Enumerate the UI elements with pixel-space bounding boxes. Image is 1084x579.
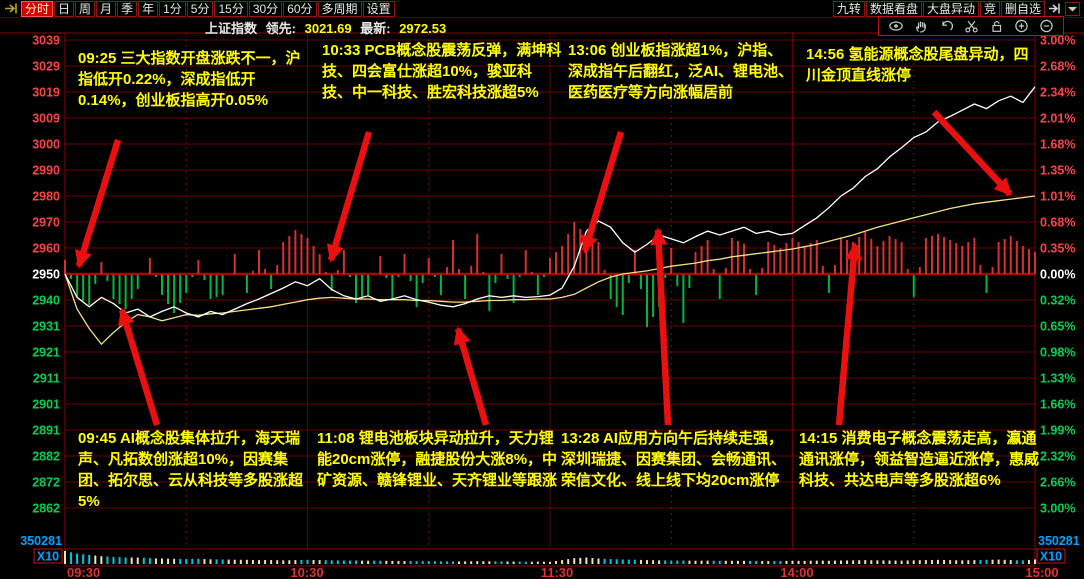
tab-分时[interactable]: 分时 bbox=[21, 0, 54, 17]
svg-text:2862: 2862 bbox=[32, 502, 60, 516]
svg-text:0.32%: 0.32% bbox=[1040, 294, 1075, 308]
leading-label: 领先: bbox=[265, 21, 296, 36]
svg-text:2950: 2950 bbox=[32, 268, 60, 282]
svg-text:350281: 350281 bbox=[20, 534, 62, 548]
svg-text:0.68%: 0.68% bbox=[1040, 216, 1075, 230]
tab-大盘异动[interactable]: 大盘异动 bbox=[922, 0, 979, 17]
tab-数据看盘[interactable]: 数据看盘 bbox=[865, 0, 922, 17]
svg-text:2872: 2872 bbox=[32, 476, 60, 490]
svg-text:0.98%: 0.98% bbox=[1040, 346, 1075, 360]
tab-1分[interactable]: 1分 bbox=[159, 0, 186, 17]
tab-季[interactable]: 季 bbox=[117, 0, 138, 17]
svg-text:2970: 2970 bbox=[32, 216, 60, 230]
tab-5分[interactable]: 5分 bbox=[186, 0, 214, 17]
svg-text:2.66%: 2.66% bbox=[1040, 476, 1075, 490]
tab-30分[interactable]: 30分 bbox=[248, 0, 283, 17]
svg-text:2911: 2911 bbox=[33, 372, 60, 386]
leading-value: 3021.69 bbox=[304, 21, 352, 36]
tab-删自选[interactable]: 删自选 bbox=[1000, 0, 1045, 17]
svg-text:1.99%: 1.99% bbox=[1040, 424, 1075, 438]
svg-text:3009: 3009 bbox=[32, 112, 60, 126]
annotation-09:25: 09:25 三大指数开盘涨跌不一，沪指低开0.22%，深成指低开0.14%，创业… bbox=[78, 50, 301, 109]
tab-周[interactable]: 周 bbox=[75, 0, 96, 17]
svg-text:X10: X10 bbox=[37, 550, 59, 564]
tab-月[interactable]: 月 bbox=[96, 0, 117, 17]
right-tabs: 九转 数据看盘 大盘异动竞删自选 bbox=[832, 0, 1084, 17]
annotation-14:15: 14:15 消费电子概念震荡走高，瀛通通讯涨停，领益智造逼近涨停，惠威科技、共达… bbox=[799, 430, 1040, 489]
eye-icon[interactable] bbox=[887, 19, 905, 33]
zoom-out-icon[interactable] bbox=[1037, 19, 1055, 33]
svg-text:2990: 2990 bbox=[32, 164, 60, 178]
svg-text:11:30: 11:30 bbox=[541, 565, 574, 579]
svg-text:2960: 2960 bbox=[32, 242, 60, 256]
toolbar: 分时日周月季年 1分 5分 15分 30分 60分 多周期 设置 九转 数据看盘 大盘异动竞删自选 bbox=[0, 0, 1084, 18]
latest-value: 2972.53 bbox=[399, 21, 447, 36]
svg-text:0.00%: 0.00% bbox=[1040, 268, 1075, 282]
tab-九转[interactable]: 九转 bbox=[832, 0, 865, 17]
svg-text:2.32%: 2.32% bbox=[1040, 450, 1075, 464]
annotation-14:56: 14:56 氢能源概念股尾盘异动，四川金顶直线涨停 bbox=[806, 46, 1029, 84]
dropdown-caret-icon[interactable] bbox=[1065, 1, 1080, 16]
chart-tool-icons bbox=[878, 16, 1064, 36]
svg-text:3029: 3029 bbox=[32, 60, 60, 74]
tab-年[interactable]: 年 bbox=[138, 0, 159, 17]
svg-text:2980: 2980 bbox=[32, 190, 60, 204]
tab-日[interactable]: 日 bbox=[54, 0, 75, 17]
svg-text:X10: X10 bbox=[1040, 550, 1062, 564]
tab-15分[interactable]: 15分 bbox=[214, 0, 248, 17]
svg-text:2931: 2931 bbox=[32, 320, 60, 334]
svg-text:10:30: 10:30 bbox=[290, 565, 323, 579]
svg-text:1.35%: 1.35% bbox=[1040, 164, 1075, 178]
tab-多周期[interactable]: 多周期 bbox=[317, 0, 362, 17]
annotation-09:45: 09:45 AI概念股集体拉升，海天瑞声、凡拓数创涨超10%，因赛集团、拓尔思、… bbox=[78, 430, 304, 510]
zoom-in-icon[interactable] bbox=[1012, 19, 1030, 33]
svg-text:0.35%: 0.35% bbox=[1040, 242, 1075, 256]
svg-text:2940: 2940 bbox=[32, 294, 60, 308]
tool-tabs: 九转 数据看盘 大盘异动竞删自选 bbox=[832, 0, 1045, 17]
svg-text:2921: 2921 bbox=[32, 346, 60, 360]
annotation-13:28: 13:28 AI应用方向午后持续走强，深圳瑞捷、因赛集团、会畅通讯、荣信文化、线… bbox=[561, 430, 787, 489]
svg-text:1.66%: 1.66% bbox=[1040, 398, 1075, 412]
svg-text:1.01%: 1.01% bbox=[1040, 190, 1075, 204]
svg-text:2901: 2901 bbox=[32, 398, 60, 412]
svg-text:3.00%: 3.00% bbox=[1040, 502, 1075, 516]
svg-text:1.33%: 1.33% bbox=[1040, 372, 1075, 386]
pin-right-icon[interactable] bbox=[1046, 2, 1064, 16]
svg-text:14:00: 14:00 bbox=[780, 565, 813, 579]
tab-60分[interactable]: 60分 bbox=[283, 0, 317, 17]
annotation-10:33: 10:33 PCB概念股震荡反弹，满坤科技、四会富仕涨超10%，骏亚科技、中一科… bbox=[322, 42, 562, 101]
svg-text:2.68%: 2.68% bbox=[1040, 60, 1075, 74]
info-bar: 上证指数 领先: 3021.69 最新: 2972.53 bbox=[0, 16, 1084, 36]
svg-text:0.65%: 0.65% bbox=[1040, 320, 1075, 334]
svg-text:3019: 3019 bbox=[32, 86, 60, 100]
svg-text:2.01%: 2.01% bbox=[1040, 112, 1075, 126]
tab-设置[interactable]: 设置 bbox=[362, 0, 395, 17]
svg-text:3000: 3000 bbox=[32, 138, 60, 152]
svg-text:3.00%: 3.00% bbox=[1040, 34, 1075, 48]
index-name: 上证指数 bbox=[205, 21, 258, 36]
svg-text:2882: 2882 bbox=[32, 450, 60, 464]
collapse-left-icon[interactable] bbox=[2, 2, 20, 16]
index-quote: 上证指数 领先: 3021.69 最新: 2972.53 bbox=[205, 18, 451, 37]
latest-label: 最新: bbox=[360, 21, 391, 36]
period-tabs: 分时日周月季年 1分 5分 15分 30分 60分 多周期 设置 bbox=[21, 0, 395, 17]
undo-icon[interactable] bbox=[937, 19, 955, 33]
annotation-13:06: 13:06 创业板指涨超1%，沪指、深成指午后翻红，泛AI、锂电池、医药医疗等方… bbox=[568, 42, 794, 101]
svg-text:2.34%: 2.34% bbox=[1040, 86, 1075, 100]
hand-icon[interactable] bbox=[912, 19, 930, 33]
svg-text:2891: 2891 bbox=[32, 424, 60, 438]
svg-text:09:30: 09:30 bbox=[67, 565, 100, 579]
svg-text:350281: 350281 bbox=[1038, 534, 1080, 548]
svg-text:15:00: 15:00 bbox=[1025, 565, 1058, 579]
scissors-icon[interactable] bbox=[962, 19, 980, 33]
tab-竞[interactable]: 竞 bbox=[979, 0, 1000, 17]
annotation-11:08: 11:08 锂电池板块异动拉升，天力锂能20cm涨停，融捷股份大涨8%，中矿资源… bbox=[317, 430, 558, 489]
svg-text:1.68%: 1.68% bbox=[1040, 138, 1075, 152]
svg-text:3039: 3039 bbox=[32, 34, 60, 48]
lock-icon[interactable] bbox=[987, 19, 1005, 33]
